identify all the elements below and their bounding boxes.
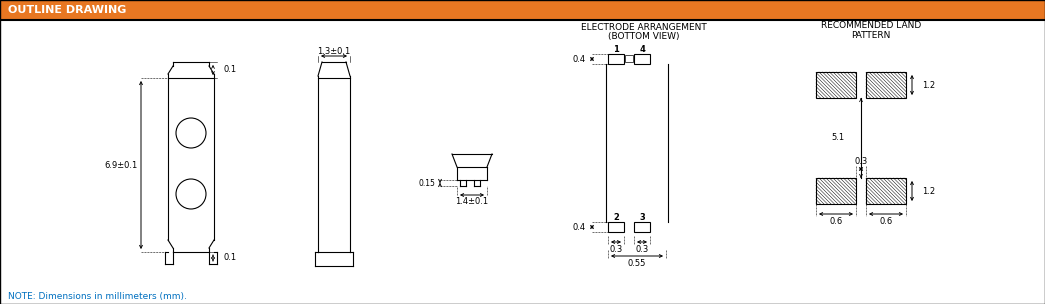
Text: 0.4: 0.4 (573, 223, 586, 232)
Text: 5.1: 5.1 (832, 133, 845, 143)
Bar (816, 178, 856, 204)
Text: NOTE: Dimensions in millimeters (mm).: NOTE: Dimensions in millimeters (mm). (8, 292, 187, 302)
Text: 4: 4 (640, 44, 645, 54)
Text: 1.4±0.1: 1.4±0.1 (456, 198, 489, 206)
Bar (608, 222, 624, 232)
Text: 0.1: 0.1 (223, 65, 236, 74)
Text: 1.2: 1.2 (922, 186, 935, 195)
Text: 0.1: 0.1 (223, 254, 236, 262)
Text: 0.3: 0.3 (609, 244, 623, 254)
Text: 0.55: 0.55 (628, 258, 646, 268)
Bar (625, 55, 633, 62)
Bar (634, 54, 650, 64)
Text: ELECTRODE ARRANGEMENT: ELECTRODE ARRANGEMENT (581, 22, 706, 32)
Text: RECOMMENDED LAND: RECOMMENDED LAND (821, 22, 921, 30)
Text: 0.4: 0.4 (573, 54, 586, 64)
Text: 0.15: 0.15 (418, 178, 435, 188)
Text: PATTERN: PATTERN (852, 30, 890, 40)
Text: 0.3: 0.3 (855, 157, 867, 167)
Bar (608, 54, 624, 64)
Bar (0, 0, 1045, 20)
Text: 1.3±0.1: 1.3±0.1 (318, 47, 351, 56)
Bar (866, 178, 906, 204)
Bar (816, 72, 856, 98)
Bar (634, 222, 650, 232)
Text: 0.3: 0.3 (635, 244, 649, 254)
Text: 0.6: 0.6 (880, 216, 892, 226)
Text: 2: 2 (613, 212, 619, 222)
Text: (BOTTOM VIEW): (BOTTOM VIEW) (608, 32, 679, 40)
Text: 1.2: 1.2 (922, 81, 935, 89)
Text: 3: 3 (640, 212, 645, 222)
Text: OUTLINE DRAWING: OUTLINE DRAWING (8, 5, 126, 15)
Text: 6.9±0.1: 6.9±0.1 (104, 161, 138, 170)
Bar (866, 72, 906, 98)
Text: 1: 1 (613, 44, 619, 54)
Text: 0.6: 0.6 (830, 216, 842, 226)
